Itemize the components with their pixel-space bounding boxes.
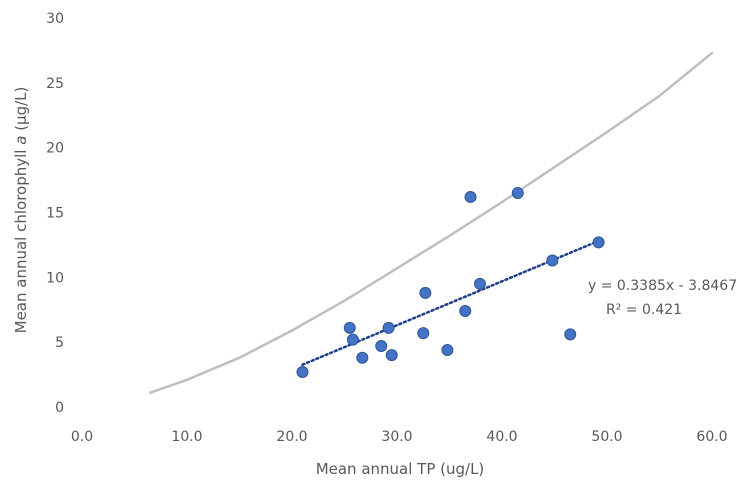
x-axis-ticks: 0.0 10.0 20.0 30.0 40.0 50.0 60.0 [71,429,728,445]
data-point [546,254,559,267]
y-axis-title: Mean annual chlorophyll a (µg/L) [12,87,30,334]
x-tick-label: 50.0 [591,429,622,445]
reference-curve-group [149,51,714,394]
x-tick-label: 60.0 [696,429,727,445]
data-point [473,277,486,290]
x-tick-label: 0.0 [71,429,93,445]
data-point [511,187,524,200]
data-point [343,321,356,334]
data-point [564,328,577,341]
trendline-r-squared: R² = 0.421 [606,302,682,318]
y-tick-label: 10 [46,270,64,286]
y-axis-title-suffix: (µg/L) [12,87,30,136]
x-axis-title: Mean annual TP (ug/L) [316,460,485,478]
reference-curve [149,51,714,394]
x-tick-label: 40.0 [486,429,517,445]
data-point [385,349,398,362]
data-point [459,305,472,318]
y-tick-label: 5 [55,335,64,351]
y-tick-label: 20 [46,141,64,157]
data-point [441,343,454,356]
data-point [592,236,605,249]
y-axis-title-prefix: Mean annual chlorophyll [12,145,30,334]
y-tick-label: 15 [46,206,64,222]
x-tick-label: 10.0 [171,429,202,445]
data-point [375,340,388,353]
trendline-equation: y = 0.3385x - 3.8467 [588,278,737,294]
data-points [296,187,605,378]
data-point [356,351,369,364]
x-tick-label: 30.0 [381,429,412,445]
y-tick-label: 30 [46,11,64,27]
data-point [417,327,430,340]
y-tick-label: 0 [55,400,64,416]
data-point [346,333,359,346]
y-axis-ticks: 0 5 10 15 20 25 30 [46,11,64,416]
y-axis-title-italic: a [12,136,30,145]
data-point [382,321,395,334]
data-point [296,365,309,378]
data-point [464,190,477,203]
y-tick-label: 25 [46,76,64,92]
x-tick-label: 20.0 [276,429,307,445]
data-point [419,286,432,299]
